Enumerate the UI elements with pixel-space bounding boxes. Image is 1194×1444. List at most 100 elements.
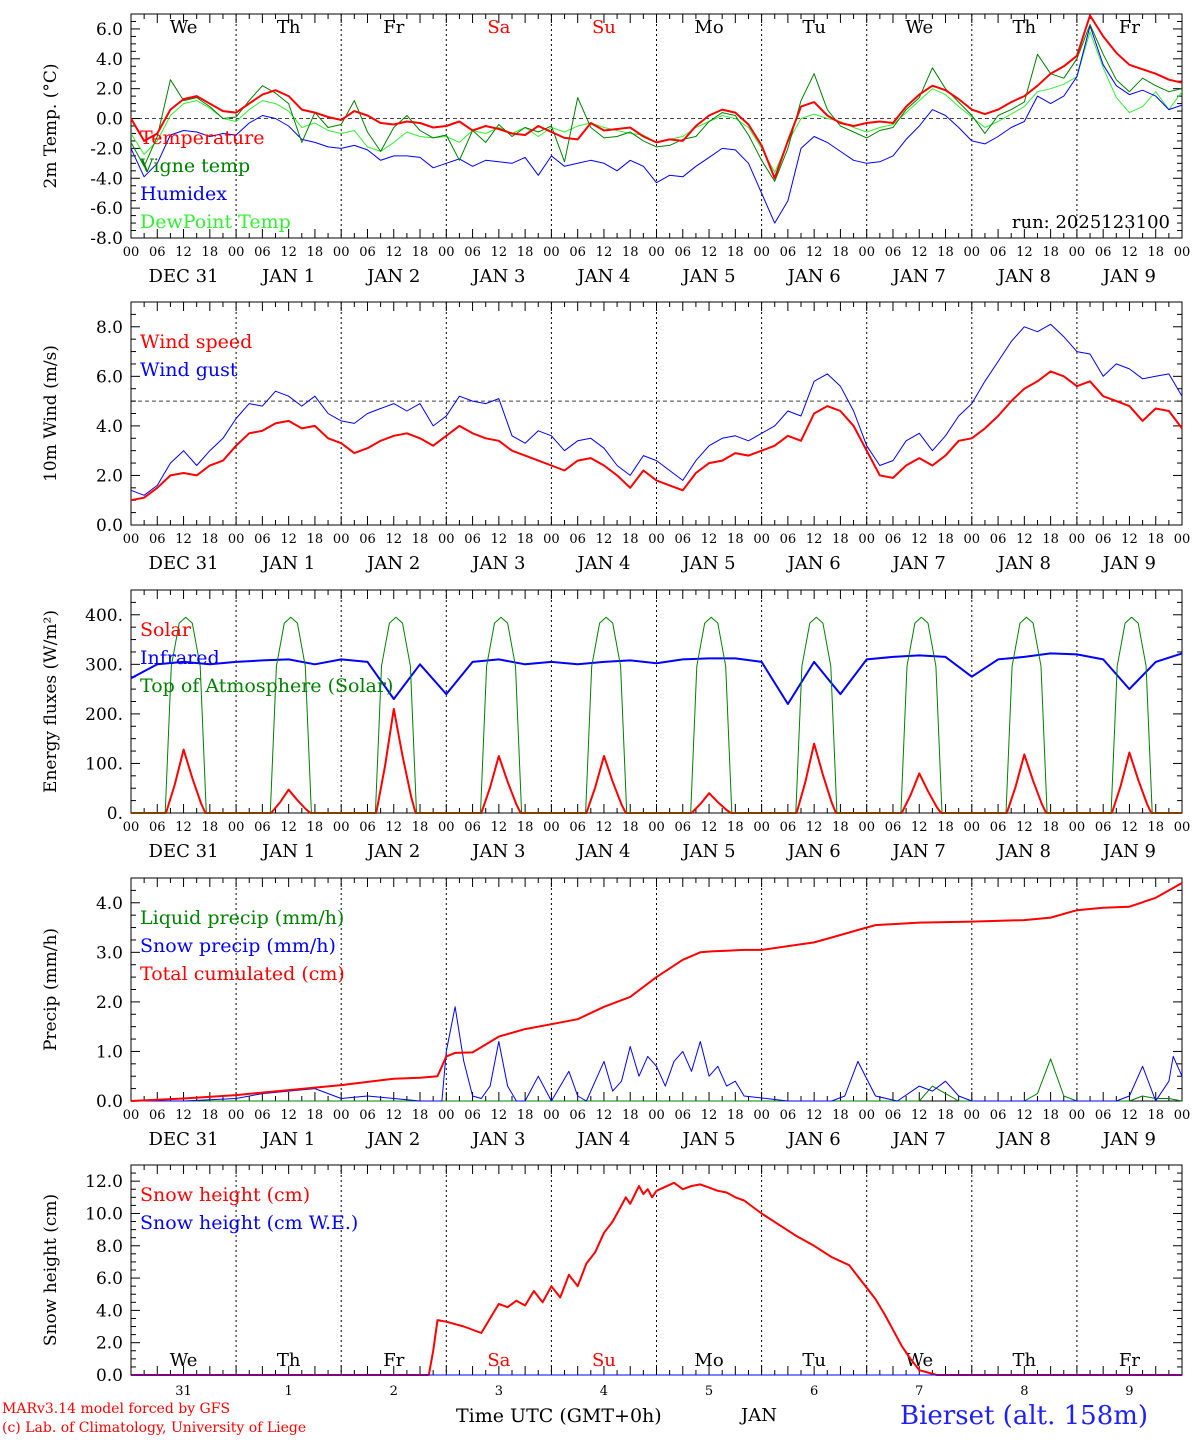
hour-label: 18 [622, 1108, 639, 1123]
hour-label: 12 [1121, 1108, 1138, 1123]
series-line-wind-speed [130, 370, 1183, 502]
hour-label: 18 [832, 532, 849, 547]
hour-label: 06 [780, 245, 797, 260]
day-name: Fr [1119, 1350, 1140, 1371]
date-label: JAN 9 [1101, 553, 1156, 574]
hour-label: 00 [648, 820, 665, 835]
hour-label: 12 [806, 820, 823, 835]
hour-label: 12 [491, 532, 508, 547]
day-number: 5 [705, 1384, 713, 1399]
hour-label: 00 [228, 1108, 245, 1123]
date-label: JAN 7 [891, 553, 946, 574]
hour-label: 00 [543, 532, 560, 547]
date-label: JAN 3 [470, 553, 525, 574]
day-number: 6 [810, 1384, 818, 1399]
date-label: JAN 2 [365, 553, 420, 574]
hour-label: 06 [149, 532, 166, 547]
day-number: 31 [175, 1384, 192, 1399]
date-label: JAN 2 [365, 1129, 420, 1150]
hour-label: 12 [701, 820, 718, 835]
date-label: JAN 9 [1101, 266, 1156, 287]
y-tick-label: 0.0 [96, 516, 123, 536]
y-tick-label: 6.0 [96, 20, 123, 40]
hour-label: 00 [858, 532, 875, 547]
hour-label: 18 [937, 1108, 954, 1123]
hour-label: 18 [1147, 532, 1164, 547]
hour-label: 18 [307, 532, 324, 547]
y-tick-label: 300. [85, 655, 123, 675]
model-note: MARv3.14 model forced by GFS [2, 1401, 231, 1417]
hour-label: 18 [937, 532, 954, 547]
y-tick-label: 100. [85, 754, 123, 774]
hour-label: 12 [596, 532, 613, 547]
hour-label: 18 [727, 1108, 744, 1123]
hour-label: 18 [412, 1108, 429, 1123]
hour-label: 00 [228, 245, 245, 260]
hour-label: 18 [202, 245, 219, 260]
hour-label: 18 [307, 245, 324, 260]
hour-label: 00 [648, 245, 665, 260]
hour-label: 12 [385, 245, 402, 260]
series-line-humidex [130, 25, 1183, 224]
panel-wind: 0.0 2.0 4.0 6.0 8.0 10m Wind (m/s) 00 06 12 18 DEC… [41, 301, 1190, 574]
day-name: We [905, 1350, 933, 1371]
panel-energy: 0. 100. 200. 300. 400. Energy fluxes (W/m²) 00… [41, 589, 1190, 862]
series-line-wind-gust [130, 323, 1183, 496]
hour-label: 06 [885, 245, 902, 260]
day-number: 8 [1020, 1384, 1028, 1399]
hour-label: 18 [517, 245, 534, 260]
date-label: JAN 7 [891, 266, 946, 287]
date-label: JAN 1 [260, 266, 315, 287]
hour-label: 06 [464, 532, 481, 547]
hour-label: 06 [359, 532, 376, 547]
hour-label: 00 [438, 532, 455, 547]
hour-label: 12 [175, 820, 192, 835]
hour-label: 00 [438, 245, 455, 260]
hour-label: 12 [596, 1108, 613, 1123]
hour-label: 06 [1095, 1108, 1112, 1123]
hour-label: 06 [780, 820, 797, 835]
date-label: JAN 5 [680, 841, 735, 862]
hour-label: 12 [1121, 245, 1138, 260]
day-number: 9 [1125, 1384, 1133, 1399]
date-label: JAN 8 [996, 841, 1051, 862]
hour-label: 12 [385, 1108, 402, 1123]
hour-label: 06 [464, 820, 481, 835]
hour-label: 18 [622, 245, 639, 260]
hour-label: 12 [911, 245, 928, 260]
y-tick-label: 200. [85, 705, 123, 725]
day-name: Fr [383, 17, 404, 38]
hour-label: 12 [911, 1108, 928, 1123]
hour-label: 12 [175, 1108, 192, 1123]
hour-label: 06 [1095, 820, 1112, 835]
hour-label: 00 [1174, 245, 1191, 260]
y-axis-title: Precip (mm/h) [41, 928, 61, 1051]
y-tick-label: 4.0 [96, 894, 123, 914]
run-label: run: 2025123100 [1012, 212, 1170, 233]
hour-label: 00 [1069, 820, 1086, 835]
date-label: JAN 5 [680, 266, 735, 287]
day-name: We [170, 17, 198, 38]
y-tick-label: 400. [85, 606, 123, 626]
hour-label: 12 [1016, 245, 1033, 260]
hour-label: 06 [1095, 532, 1112, 547]
day-name: We [905, 17, 933, 38]
hour-label: 00 [964, 532, 981, 547]
y-axis-title: 2m Temp. (°C) [41, 63, 61, 188]
hour-label: 18 [1042, 820, 1059, 835]
legend-entry: Infrared [140, 647, 220, 669]
hour-label: 18 [202, 1108, 219, 1123]
hour-label: 06 [990, 820, 1007, 835]
date-label: JAN 4 [575, 1129, 630, 1150]
hour-label: 06 [359, 1108, 376, 1123]
hour-label: 00 [543, 820, 560, 835]
date-label: JAN 1 [260, 841, 315, 862]
hour-label: 12 [806, 245, 823, 260]
day-number: 7 [915, 1384, 923, 1399]
hour-label: 12 [385, 820, 402, 835]
series-line-total-cumulated-cm [130, 882, 1183, 1102]
hour-label: 12 [911, 532, 928, 547]
hour-label: 06 [990, 532, 1007, 547]
date-label: JAN 4 [575, 841, 630, 862]
